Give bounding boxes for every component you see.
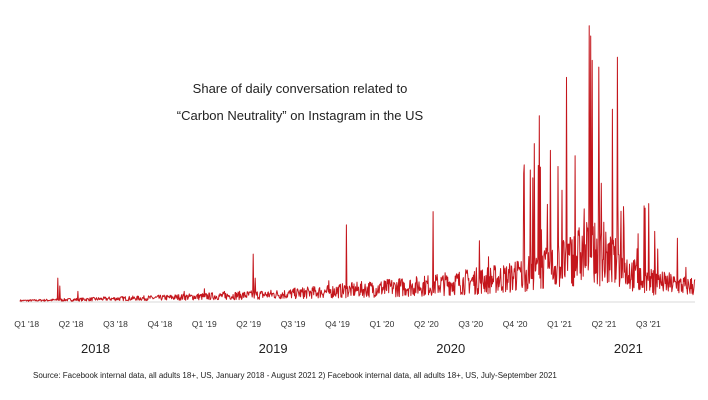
quarter-tick-label: Q4 '19 (325, 319, 350, 329)
quarter-tick-label: Q1 '19 (192, 319, 217, 329)
quarter-tick-label: Q1 '18 (14, 319, 39, 329)
year-label: 2021 (614, 341, 643, 356)
quarter-tick-label: Q3 '20 (458, 319, 483, 329)
quarter-tick-label: Q2 '18 (59, 319, 84, 329)
quarter-tick-label: Q2 '21 (592, 319, 617, 329)
source-note: Source: Facebook internal data, all adul… (33, 371, 557, 380)
quarter-tick-label: Q3 '19 (281, 319, 306, 329)
quarter-tick-label: Q3 '21 (636, 319, 661, 329)
year-label: 2019 (259, 341, 288, 356)
chart-title-line-2: “Carbon Neutrality” on Instagram in the … (176, 108, 424, 123)
quarter-tick-label: Q1 '20 (370, 319, 395, 329)
quarter-tick-label: Q2 '20 (414, 319, 439, 329)
quarter-tick-label: Q4 '18 (147, 319, 172, 329)
year-label: 2018 (81, 341, 110, 356)
quarter-tick-label: Q2 '19 (236, 319, 261, 329)
year-label: 2020 (436, 341, 465, 356)
quarter-tick-labels: Q1 '18 Q2 '18 Q3 '18 Q4 '18 Q1 '19 Q2 '19 Q3 '… (14, 319, 661, 329)
quarter-tick-label: Q1 '21 (547, 319, 572, 329)
quarter-tick-label: Q3 '18 (103, 319, 128, 329)
series-line (19, 25, 696, 302)
series-layer (19, 25, 696, 302)
quarter-tick-label: Q4 '20 (503, 319, 528, 329)
year-labels: 2018 2019 2020 2021 (81, 341, 643, 356)
chart-title-line-1: Share of daily conversation related to (192, 81, 408, 96)
